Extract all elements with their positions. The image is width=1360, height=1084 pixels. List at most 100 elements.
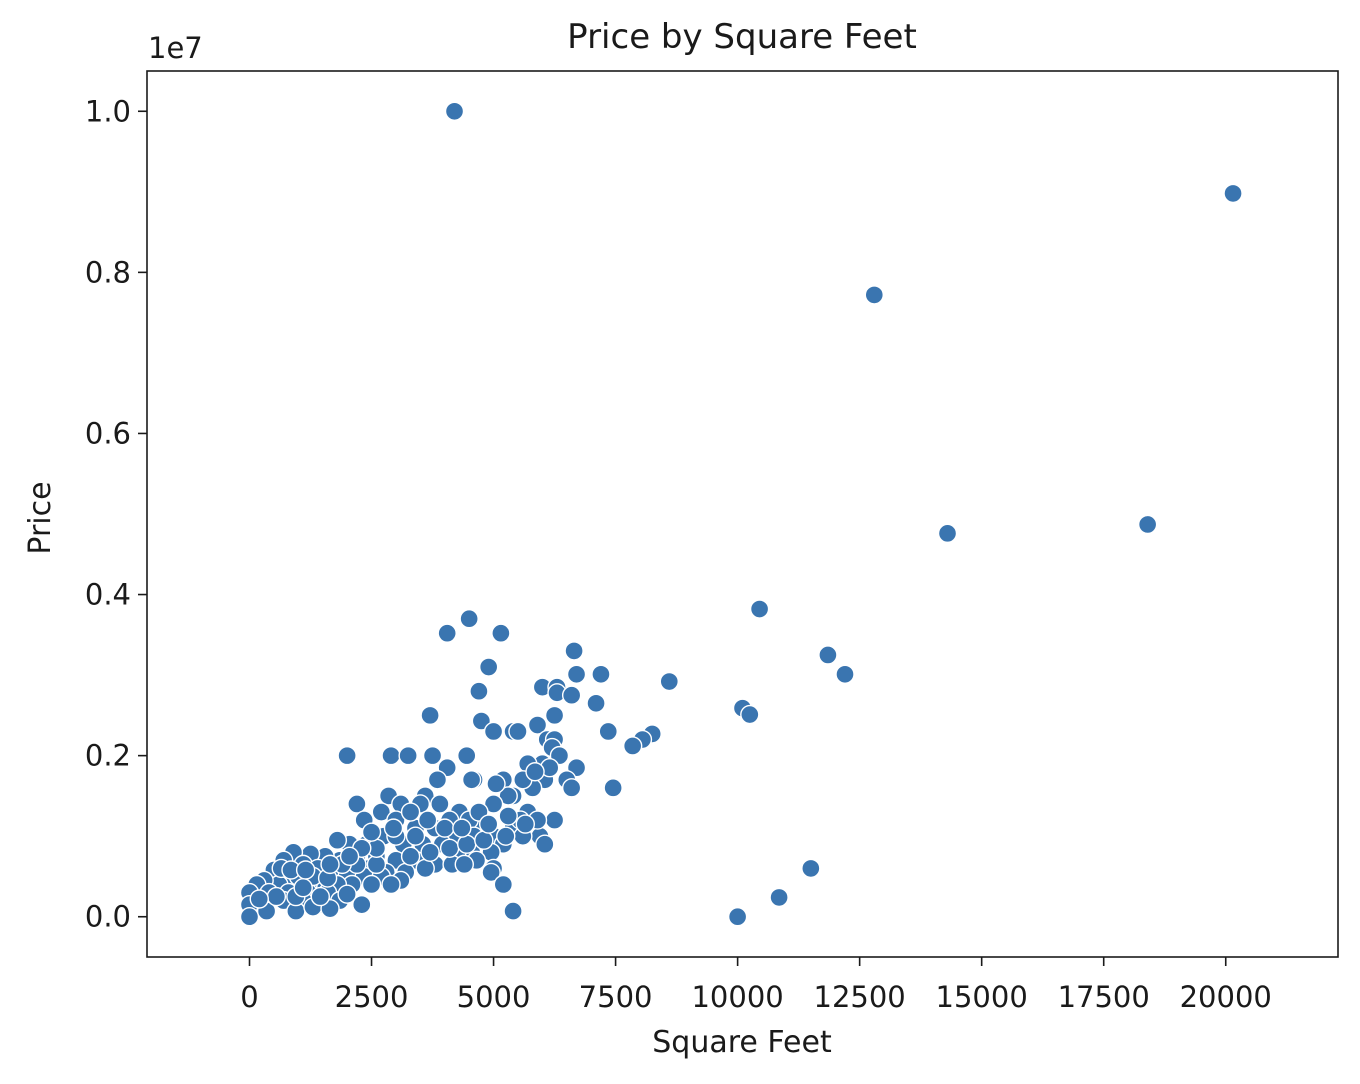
data-point [864, 285, 884, 305]
data-point [427, 770, 448, 790]
x-tick-label: 0 [240, 980, 258, 1014]
data-point [474, 830, 494, 850]
data-point [469, 681, 489, 701]
data-point [478, 814, 499, 834]
data-point [381, 874, 401, 895]
data-point [435, 818, 455, 838]
data-point [337, 884, 357, 904]
data-point [561, 778, 582, 798]
data-point [527, 715, 548, 735]
data-point [491, 623, 511, 643]
data-point [1137, 514, 1158, 535]
data-point [422, 745, 443, 766]
data-point [452, 818, 472, 838]
data-point [801, 858, 821, 879]
plot-area-frame [146, 70, 1339, 958]
data-point [249, 889, 269, 909]
y-tick-label: 0.8 [85, 255, 131, 289]
x-tick-label: 7500 [579, 980, 653, 1014]
data-point [347, 794, 367, 814]
x-axis-ticks: 0 2500 5000 7500 10000 12500 15000 17500 20000 [240, 957, 1272, 1014]
data-point [420, 842, 440, 862]
x-axis-label: Square Feet [652, 1025, 832, 1060]
y-tick-label: 0.0 [85, 900, 131, 934]
data-point [598, 721, 618, 742]
data-point [561, 685, 582, 705]
data-point [603, 778, 623, 798]
y-axis-offset-label: 1e7 [148, 31, 203, 65]
data-point [310, 886, 330, 907]
data-point [461, 770, 482, 790]
data-point [1223, 183, 1243, 204]
data-point [493, 874, 514, 895]
y-tick-label: 0.4 [85, 578, 131, 612]
data-point [444, 101, 465, 121]
data-point [327, 830, 348, 850]
y-axis-ticks: 0.0 0.2 0.4 0.6 0.8 1.0 [85, 94, 147, 934]
x-tick-label: 5000 [457, 980, 531, 1014]
data-point [366, 854, 387, 875]
data-point [381, 745, 401, 766]
data-point [454, 854, 474, 875]
y-tick-label: 0.6 [85, 416, 131, 450]
data-point [337, 745, 357, 766]
data-point [544, 705, 565, 726]
data-point [400, 846, 421, 867]
data-point [417, 810, 438, 830]
data-point [498, 806, 518, 826]
data-point [818, 645, 838, 665]
data-point [339, 846, 360, 867]
data-point [481, 862, 501, 883]
data-point [937, 523, 958, 544]
data-point [483, 794, 504, 814]
data-point [586, 693, 606, 713]
data-point [295, 860, 316, 880]
data-point [503, 901, 523, 921]
data-point [471, 711, 492, 731]
data-point [515, 814, 535, 834]
data-point [591, 664, 611, 684]
data-point [415, 858, 435, 879]
data-point [361, 874, 382, 895]
data-point [564, 641, 584, 661]
data-point [383, 818, 404, 838]
y-tick-label: 0.2 [85, 739, 131, 773]
data-point [352, 894, 372, 915]
x-tick-label: 12500 [814, 980, 906, 1014]
data-point [459, 609, 479, 629]
data-point [498, 786, 518, 806]
data-point [320, 854, 340, 875]
data-point [478, 657, 499, 677]
data-point [430, 794, 450, 814]
data-point [622, 736, 643, 756]
data-point [769, 887, 789, 908]
data-point [835, 664, 855, 684]
data-point [400, 802, 421, 822]
scatter-points [239, 101, 1243, 927]
data-point [496, 826, 516, 846]
data-point [398, 745, 418, 766]
x-tick-label: 10000 [691, 980, 783, 1014]
data-point [420, 705, 440, 726]
data-point [727, 907, 748, 927]
data-point [457, 745, 477, 766]
data-point [439, 838, 460, 858]
x-tick-label: 2500 [335, 980, 409, 1014]
data-point [566, 664, 587, 684]
y-tick-label: 1.0 [85, 94, 131, 128]
chart-title: Price by Square Feet [567, 17, 917, 57]
data-point [266, 886, 287, 907]
data-point [544, 810, 565, 830]
data-point [457, 834, 477, 854]
data-point [405, 826, 426, 846]
data-point [239, 907, 260, 927]
data-point [659, 671, 679, 692]
data-point [740, 704, 760, 725]
data-point [508, 721, 528, 742]
data-point [525, 762, 545, 782]
data-point [361, 822, 382, 842]
x-tick-label: 17500 [1058, 980, 1150, 1014]
data-point [486, 774, 506, 794]
data-point [293, 878, 313, 898]
